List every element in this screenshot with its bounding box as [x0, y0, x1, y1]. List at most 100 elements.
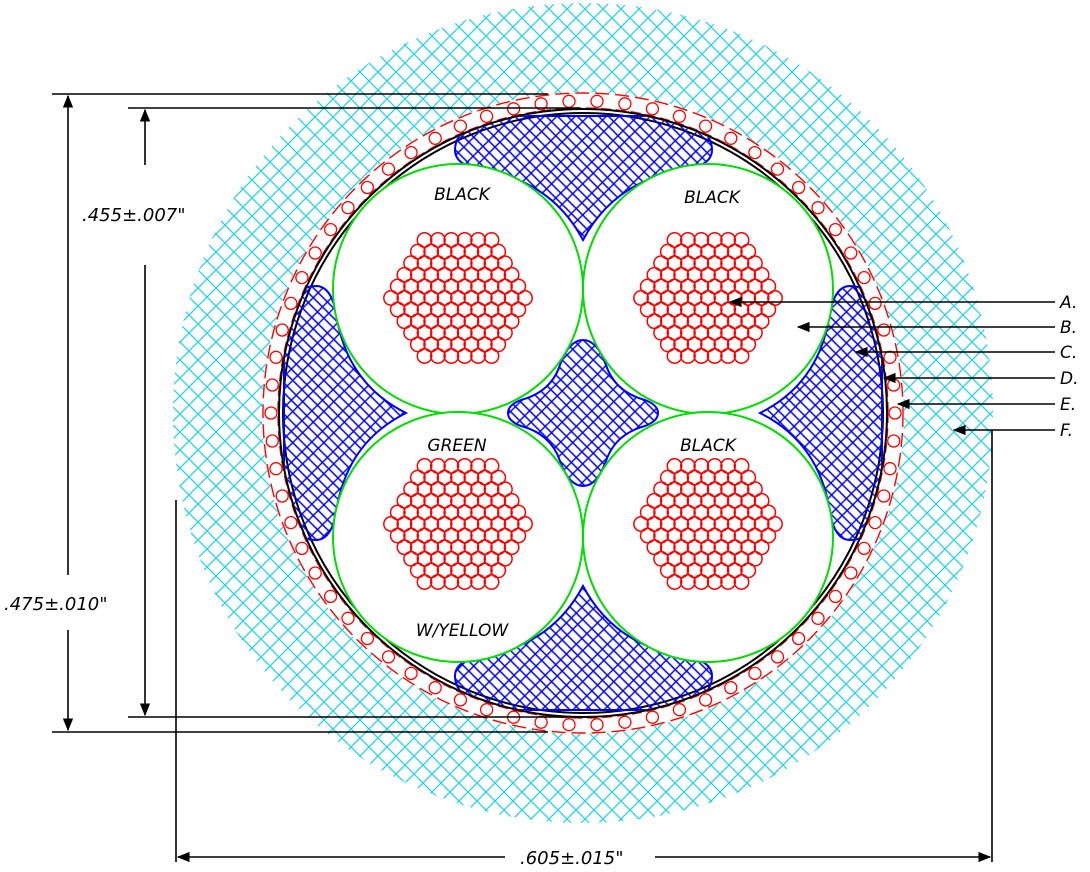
strand [423, 290, 440, 306]
strand [693, 458, 710, 474]
strand [429, 278, 446, 295]
strand [436, 492, 453, 509]
callout-d: D. [1060, 369, 1079, 389]
strand [720, 301, 737, 318]
strand [456, 504, 473, 521]
strand [389, 278, 406, 295]
strand [653, 278, 670, 295]
strand [450, 562, 466, 579]
strand [733, 504, 750, 521]
strand [706, 301, 723, 318]
strand [659, 516, 676, 532]
strand [733, 278, 750, 295]
shield-bead [791, 631, 806, 646]
strand [409, 492, 426, 509]
strand [746, 255, 763, 272]
strand [659, 492, 676, 509]
strand [726, 266, 743, 283]
strand [713, 539, 730, 556]
strand [483, 278, 500, 295]
strand [450, 516, 466, 532]
strand [429, 504, 446, 521]
shield-bead [323, 589, 338, 604]
strand [713, 562, 730, 579]
strand [476, 313, 493, 330]
strand [700, 313, 716, 330]
strand [396, 539, 413, 556]
strand [720, 324, 737, 341]
strand [713, 516, 730, 532]
strand [436, 243, 453, 260]
strand [436, 313, 453, 330]
strand [503, 313, 520, 330]
shield-bead [618, 715, 632, 729]
strand [679, 255, 696, 272]
dim-overall-diameter: .605±.015" [520, 848, 624, 869]
strand [463, 492, 480, 509]
strand [746, 550, 763, 567]
conductor-top-left [383, 232, 533, 364]
shield-bead [770, 162, 785, 176]
strand [666, 504, 683, 521]
strand [429, 550, 446, 567]
strand [416, 232, 433, 248]
shield-bead [724, 131, 738, 145]
strand [450, 313, 466, 330]
dim-outer-height: .475±.010" [4, 594, 108, 615]
conductor-labels: BLACK BLACK GREEN W/YELLOW BLACK [416, 185, 742, 641]
strand [706, 324, 723, 341]
strand [679, 348, 696, 364]
strand [706, 550, 723, 567]
strand [490, 516, 507, 532]
strand [496, 527, 513, 544]
strand [686, 290, 703, 306]
strand [653, 481, 670, 498]
strand [679, 458, 696, 474]
strand [510, 527, 527, 544]
strand [673, 290, 690, 306]
strand [483, 550, 500, 567]
strand [693, 255, 710, 272]
strand [496, 278, 513, 295]
strand [470, 301, 487, 318]
shield-bead [295, 541, 309, 556]
strand [403, 301, 420, 318]
strand [720, 458, 737, 474]
strand [726, 336, 743, 353]
strand [693, 550, 710, 567]
shield-bead [404, 666, 418, 681]
strand [490, 562, 507, 579]
strand [416, 481, 433, 498]
strand [483, 324, 500, 341]
strand [713, 469, 730, 486]
shield-bead [828, 589, 843, 604]
shield-bead [590, 94, 604, 108]
strand [423, 469, 440, 486]
strand [416, 527, 433, 544]
strand [476, 243, 493, 260]
strand [490, 266, 507, 283]
strand [456, 232, 473, 248]
strand [706, 458, 723, 474]
strand [679, 527, 696, 544]
filler-center [506, 338, 660, 488]
strand [726, 469, 743, 486]
strand [470, 574, 487, 590]
strand [416, 574, 433, 590]
strand [416, 458, 433, 474]
shield-bead [887, 434, 901, 448]
strand [733, 324, 750, 341]
dim-inner-diameter: .455±.007" [82, 205, 186, 226]
strand [483, 301, 500, 318]
strand [693, 527, 710, 544]
strand [483, 458, 500, 474]
strand [463, 516, 480, 532]
strand [443, 574, 460, 590]
conductors [383, 232, 783, 590]
strand [700, 492, 716, 509]
shield-bead [748, 145, 762, 160]
conductor-top-right [633, 232, 783, 364]
strand [693, 232, 710, 248]
strand [720, 574, 737, 590]
strand [653, 324, 670, 341]
